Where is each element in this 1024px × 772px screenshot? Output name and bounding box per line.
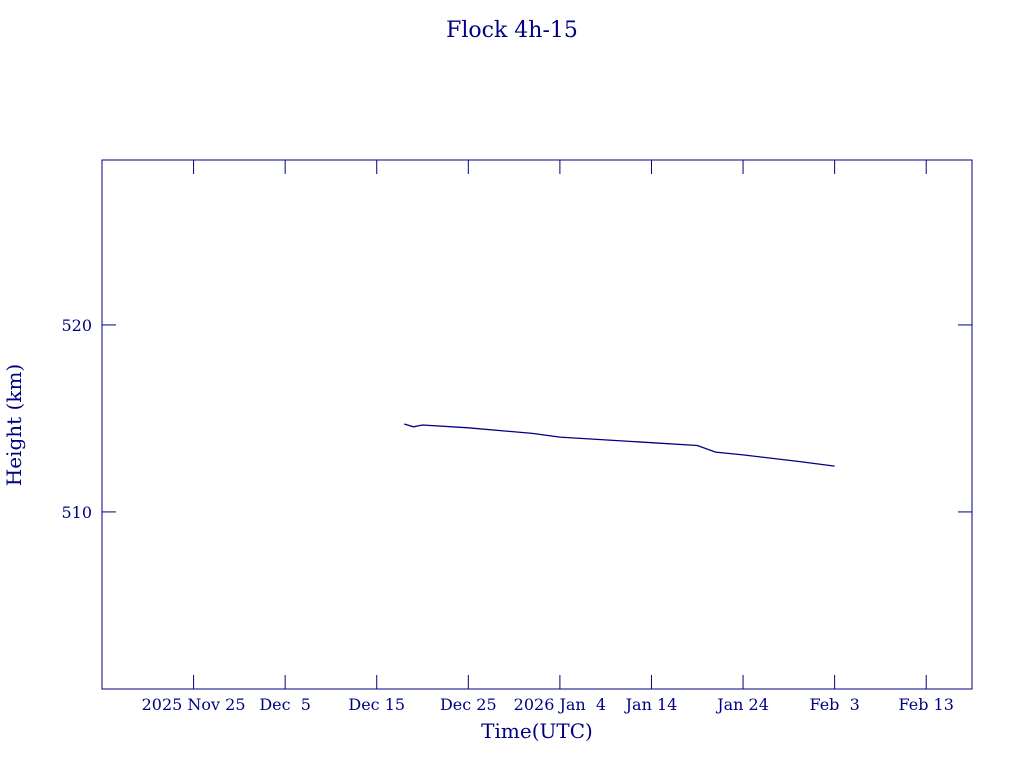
x-tick-label: Jan 14 [624, 695, 678, 714]
x-tick-label: Feb 13 [899, 695, 954, 714]
y-axis-label: Height (km) [2, 364, 26, 486]
x-tick-label: Dec 5 [259, 695, 311, 714]
x-tick-label: Dec 25 [440, 695, 497, 714]
x-tick-label: Feb 3 [809, 695, 859, 714]
chart-title: Flock 4h-15 [446, 18, 578, 43]
y-tick-label: 520 [61, 316, 92, 335]
x-tick-label: 2025 Nov 25 [142, 695, 246, 714]
x-tick-label: 2026 Jan 4 [514, 695, 606, 714]
y-tick-label: 510 [61, 503, 92, 522]
x-tick-label: Dec 15 [348, 695, 405, 714]
data-line [404, 423, 835, 467]
x-axis-label: Time(UTC) [481, 719, 593, 743]
plot-frame [101, 159, 973, 690]
x-tick-label: Jan 24 [715, 695, 769, 714]
